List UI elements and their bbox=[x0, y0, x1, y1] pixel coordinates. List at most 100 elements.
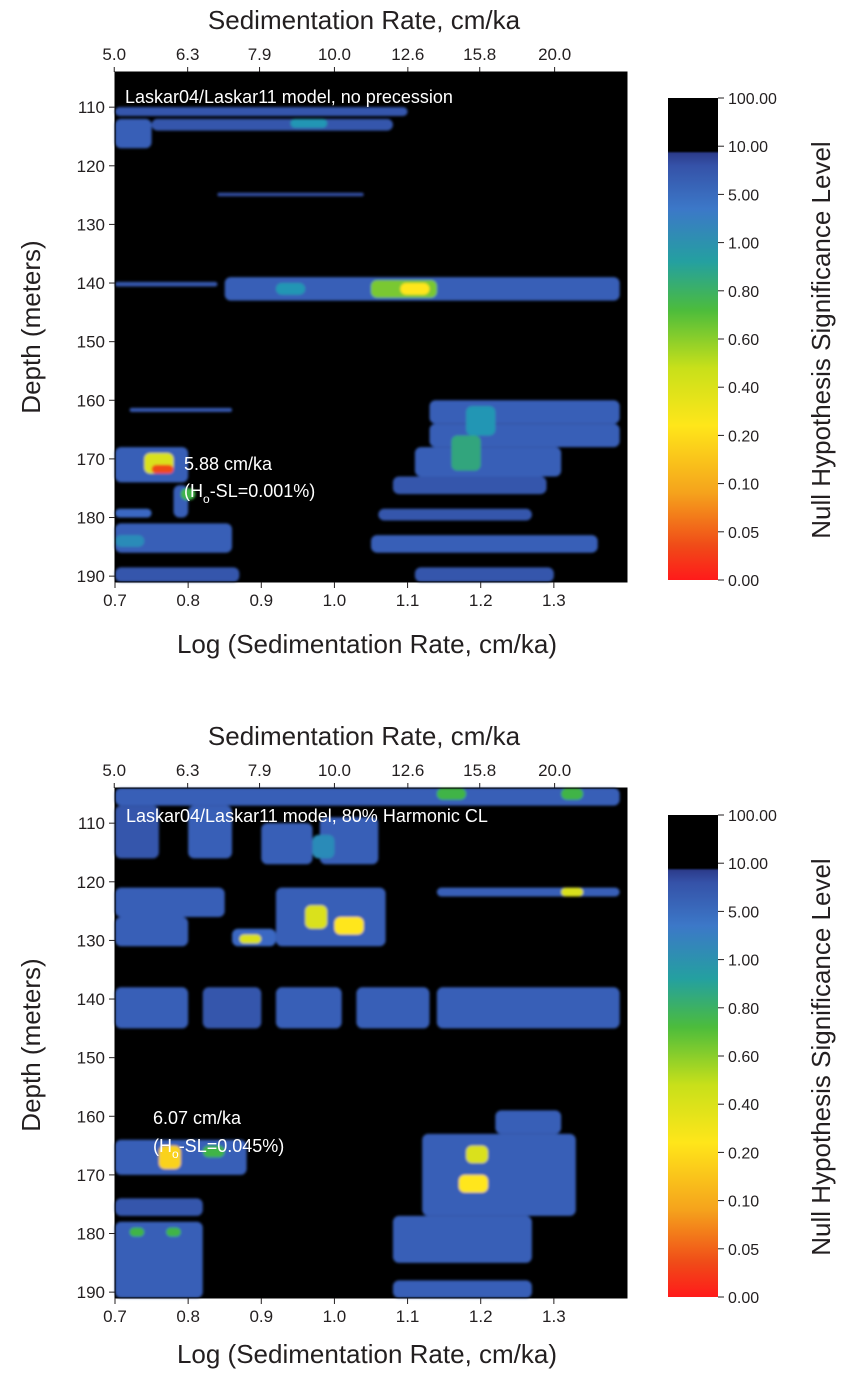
colorbar-tick-label: 1.00 bbox=[728, 236, 759, 253]
heatmap-cell bbox=[371, 535, 598, 553]
plot-background bbox=[115, 72, 627, 582]
x2-tick-label: 12.6 bbox=[391, 761, 424, 780]
x-tick-label: 0.9 bbox=[249, 591, 273, 610]
colorbar-tick-label: 0.05 bbox=[728, 525, 759, 542]
colorbar-ticks: 100.00 10.00 5.00 1.00 0.80 0.60 0.40 0.20 0.10 0… bbox=[718, 91, 777, 590]
heatmap-cell bbox=[115, 535, 145, 547]
heatmap-cell bbox=[202, 1145, 225, 1158]
heatmap-cell bbox=[561, 887, 584, 897]
plot-background bbox=[115, 788, 627, 1298]
y-tick-label: 120 bbox=[77, 157, 105, 176]
x2-tick-label: 20.0 bbox=[538, 761, 571, 780]
plot-frame bbox=[114, 71, 628, 583]
x2-tick-label: 5.0 bbox=[102, 761, 126, 780]
top-axis-label: Sedimentation Rate, cm/ka bbox=[208, 5, 521, 35]
y-axis-ticks: 110 120 130 140 150 160 170 180 190 bbox=[77, 98, 115, 586]
x2-tick-label: 6.3 bbox=[176, 761, 200, 780]
heatmap-cell bbox=[312, 834, 335, 859]
x-axis-label: Log (Sedimentation Rate, cm/ka) bbox=[177, 1339, 557, 1369]
heatmap-cell bbox=[217, 192, 364, 197]
heatmap-cell bbox=[115, 107, 408, 116]
heatmap-cell bbox=[275, 887, 386, 947]
colorbar-label: Null Hypothesis Significance Level bbox=[806, 858, 836, 1255]
annotation: 6.07 cm/ka (Ho-SL=0.045%) bbox=[153, 1108, 284, 1161]
y-tick-label: 120 bbox=[77, 873, 105, 892]
heatmap-cell bbox=[429, 400, 620, 424]
x-tick-label: 0.9 bbox=[249, 1307, 273, 1326]
x-axis-ticks: 0.7 0.8 0.9 1.0 1.1 1.2 1.3 bbox=[103, 1298, 566, 1326]
heatmap-cell bbox=[115, 987, 189, 1029]
heatmap-cell bbox=[466, 406, 496, 436]
x2-tick-label: 12.6 bbox=[391, 45, 424, 64]
y-tick-label: 190 bbox=[77, 567, 105, 586]
x-axis-ticks: 0.7 0.8 0.9 1.0 1.1 1.2 1.3 bbox=[103, 582, 566, 610]
x-tick-label: 1.0 bbox=[323, 591, 347, 610]
heatmap-cell bbox=[414, 567, 554, 582]
heatmap-cell bbox=[466, 1145, 489, 1164]
colorbar-tick-label: 0.00 bbox=[728, 573, 759, 590]
x-tick-label: 1.0 bbox=[323, 1307, 347, 1326]
heatmap-cell bbox=[158, 1145, 181, 1170]
colorbar bbox=[668, 98, 718, 580]
annotation-rate: 5.88 cm/ka bbox=[184, 454, 273, 474]
x-tick-label: 1.2 bbox=[469, 591, 493, 610]
x-tick-label: 1.1 bbox=[396, 591, 420, 610]
y-tick-label: 110 bbox=[78, 98, 105, 117]
y-tick-label: 110 bbox=[78, 814, 105, 833]
heatmap-cell bbox=[305, 905, 328, 929]
y-tick-label: 170 bbox=[77, 450, 105, 469]
y-tick-label: 160 bbox=[77, 1107, 105, 1126]
heatmap-cell bbox=[414, 447, 562, 477]
colorbar-tick-label: 10.00 bbox=[728, 856, 768, 873]
y-axis-label: Depth (meters) bbox=[16, 958, 46, 1131]
y-tick-label: 130 bbox=[77, 931, 105, 950]
x2-tick-label: 20.0 bbox=[538, 45, 571, 64]
plot-frame bbox=[114, 787, 628, 1299]
x-tick-label: 0.8 bbox=[176, 1307, 200, 1326]
heatmap-cell bbox=[115, 788, 620, 806]
heatmap-cell bbox=[202, 987, 262, 1029]
colorbar-tick-label: 5.00 bbox=[728, 904, 759, 921]
heatmap-cell bbox=[290, 118, 328, 128]
colorbar-tick-label: 0.00 bbox=[728, 1290, 759, 1307]
heatmap-cell bbox=[319, 817, 379, 865]
heatmap-cell bbox=[115, 916, 189, 947]
x2-tick-label: 10.0 bbox=[318, 761, 351, 780]
colorbar-tick-label: 0.40 bbox=[728, 380, 759, 397]
colorbar-tick-label: 0.40 bbox=[728, 1097, 759, 1114]
y-tick-label: 180 bbox=[77, 1225, 105, 1244]
x-tick-label: 1.3 bbox=[542, 1307, 566, 1326]
x2-tick-label: 5.0 bbox=[102, 45, 126, 64]
annotation-significance: (Ho-SL=0.045%) bbox=[153, 1136, 284, 1161]
colorbar-tick-label: 0.80 bbox=[728, 284, 759, 301]
x2-tick-label: 7.9 bbox=[248, 45, 272, 64]
heatmap-cell bbox=[451, 435, 481, 471]
heatmap-cell bbox=[378, 508, 532, 521]
heatmap-cell bbox=[115, 281, 218, 287]
heatmap-cell bbox=[458, 1174, 489, 1193]
heatmap-cell bbox=[129, 407, 233, 412]
chart-title: Laskar04/Laskar11 model, no precession bbox=[125, 87, 453, 107]
annotation-significance: (Ho-SL=0.001%) bbox=[184, 481, 315, 506]
x2-tick-label: 10.0 bbox=[318, 45, 351, 64]
y-tick-label: 170 bbox=[77, 1166, 105, 1185]
y-tick-label: 190 bbox=[77, 1283, 105, 1302]
heatmap-cell bbox=[422, 1133, 576, 1216]
heatmap-cell bbox=[115, 805, 159, 859]
heatmap-cells bbox=[115, 788, 620, 1298]
colorbar-tick-label: 0.20 bbox=[728, 1145, 759, 1162]
heatmap-cells bbox=[115, 107, 620, 582]
heatmap-cell bbox=[436, 987, 620, 1029]
top-axis-ticks: 5.0 6.3 7.9 10.0 12.6 15.8 20.0 bbox=[102, 761, 571, 788]
heatmap-cell bbox=[275, 283, 306, 295]
colorbar-tick-label: 0.60 bbox=[728, 1049, 759, 1066]
colorbar-tick-label: 10.00 bbox=[728, 139, 768, 156]
x-tick-label: 0.7 bbox=[103, 591, 127, 610]
colorbar-tick-label: 0.10 bbox=[728, 1194, 759, 1211]
heatmap-cell bbox=[261, 823, 313, 865]
colorbar-tick-label: 0.80 bbox=[728, 1001, 759, 1018]
heatmap-cell bbox=[151, 118, 393, 131]
colorbar-tick-label: 0.60 bbox=[728, 332, 759, 349]
colorbar-tick-label: 100.00 bbox=[728, 808, 777, 825]
